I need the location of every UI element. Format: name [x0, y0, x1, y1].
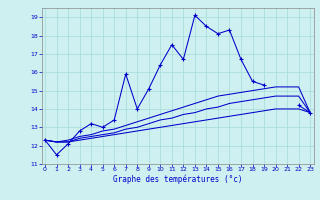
X-axis label: Graphe des températures (°c): Graphe des températures (°c)	[113, 175, 242, 184]
